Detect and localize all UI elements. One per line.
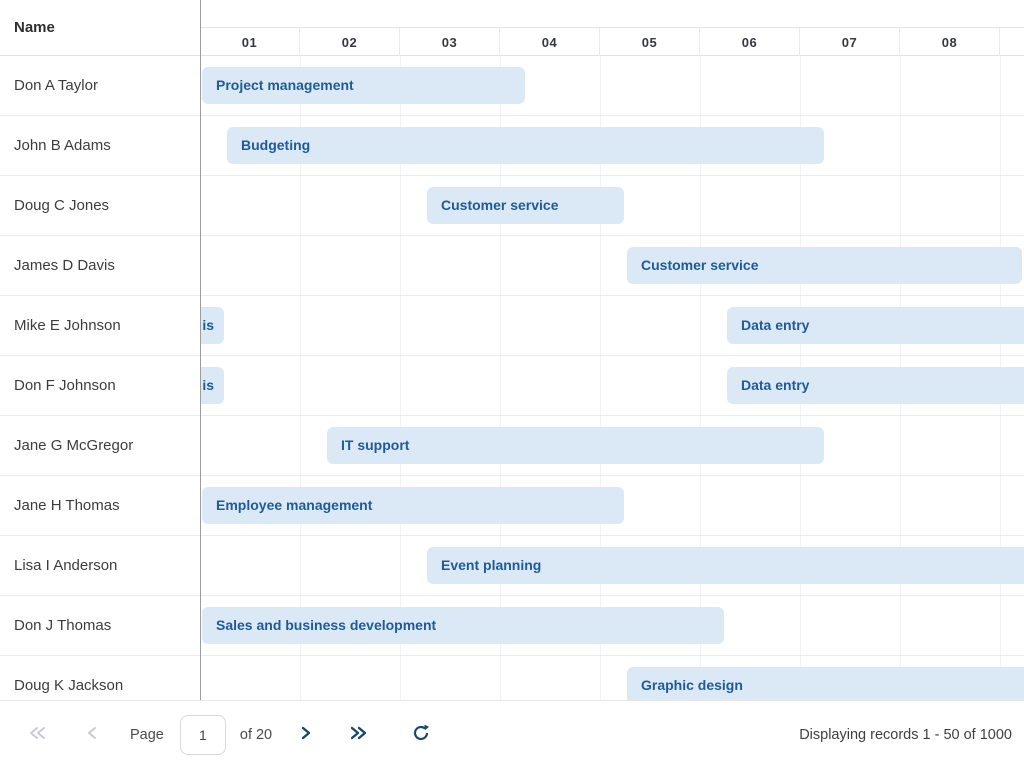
timeline-row: is Data entry: [200, 296, 1024, 356]
timeline-row: Customer service: [200, 176, 1024, 236]
time-column-header: 08: [900, 28, 1000, 56]
chevron-right-icon: [300, 725, 312, 744]
row-name[interactable]: John B Adams: [0, 116, 200, 176]
row-name[interactable]: Don A Taylor: [0, 56, 200, 116]
task-bar[interactable]: Budgeting: [227, 127, 824, 164]
task-bar[interactable]: Data entry: [727, 367, 1024, 404]
task-bar[interactable]: Project management: [202, 67, 525, 104]
task-bar[interactable]: is: [200, 367, 224, 404]
first-page-button[interactable]: [26, 723, 48, 746]
gridline: [700, 56, 701, 700]
row-name[interactable]: Jane G McGregor: [0, 416, 200, 476]
task-bar[interactable]: Data entry: [727, 307, 1024, 344]
name-column-header: Name: [0, 0, 200, 56]
timeline-row: Sales and business development: [200, 596, 1024, 656]
task-bar[interactable]: Event planning: [427, 547, 1024, 584]
task-bar[interactable]: Graphic design: [627, 667, 1024, 700]
gridline: [600, 56, 601, 700]
gridline: [500, 56, 501, 700]
double-chevron-left-icon: [28, 725, 46, 744]
names-column: Don A Taylor John B Adams Doug C Jones Jame…: [0, 56, 200, 700]
timeline-header: 01 02 03 04 05 06 07 08: [200, 0, 1024, 56]
next-page-button[interactable]: [298, 723, 314, 746]
timeline-row: Graphic design: [200, 656, 1024, 700]
name-column-header-label: Name: [14, 19, 55, 36]
timeline-row: Event planning: [200, 536, 1024, 596]
timeline-pane: Project management Budgeting Customer serv…: [200, 56, 1024, 700]
column-splitter[interactable]: [200, 0, 201, 700]
previous-page-button[interactable]: [84, 723, 100, 746]
gantt-grid: Project management Budgeting Customer serv…: [0, 56, 1024, 700]
task-bar[interactable]: IT support: [327, 427, 824, 464]
timeline-header-cells: 01 02 03 04 05 06 07 08: [200, 27, 1024, 56]
row-name[interactable]: Doug C Jones: [0, 176, 200, 236]
timeline-row: is Data entry: [200, 356, 1024, 416]
timeline-row: Project management: [200, 56, 1024, 116]
page-label: Page: [130, 726, 164, 743]
refresh-icon: [412, 724, 430, 745]
time-column-header: 04: [500, 28, 600, 56]
timeline-row: IT support: [200, 416, 1024, 476]
pagination-toolbar: Page of 20: [0, 700, 1024, 768]
time-column-header: 03: [400, 28, 500, 56]
time-column-header: 07: [800, 28, 900, 56]
gridline: [300, 56, 301, 700]
timeline-row: Customer service: [200, 236, 1024, 296]
row-name[interactable]: Lisa I Anderson: [0, 536, 200, 596]
page-input[interactable]: [179, 714, 226, 755]
task-bar[interactable]: Customer service: [427, 187, 624, 224]
refresh-button[interactable]: [410, 722, 432, 747]
time-column-header: 06: [700, 28, 800, 56]
records-summary: Displaying records 1 - 50 of 1000: [799, 726, 1012, 743]
time-column-header-filler: [1000, 28, 1024, 56]
page-count-label: of 20: [239, 726, 273, 743]
task-bar[interactable]: is: [200, 307, 224, 344]
timeline-row: Employee management: [200, 476, 1024, 536]
time-column-header: 02: [300, 28, 400, 56]
row-name[interactable]: James D Davis: [0, 236, 200, 296]
task-bar[interactable]: Sales and business development: [202, 607, 724, 644]
time-column-header: 05: [600, 28, 700, 56]
chevron-left-icon: [86, 725, 98, 744]
gridline: [400, 56, 401, 700]
row-name[interactable]: Mike E Johnson: [0, 296, 200, 356]
row-name[interactable]: Don J Thomas: [0, 596, 200, 656]
time-column-header: 01: [200, 28, 300, 56]
row-name[interactable]: Don F Johnson: [0, 356, 200, 416]
last-page-button[interactable]: [348, 723, 370, 746]
row-name[interactable]: Jane H Thomas: [0, 476, 200, 536]
task-bar[interactable]: Employee management: [202, 487, 624, 524]
task-bar[interactable]: Customer service: [627, 247, 1022, 284]
double-chevron-right-icon: [350, 725, 368, 744]
row-name[interactable]: Doug K Jackson: [0, 656, 200, 700]
timeline-row: Budgeting: [200, 116, 1024, 176]
